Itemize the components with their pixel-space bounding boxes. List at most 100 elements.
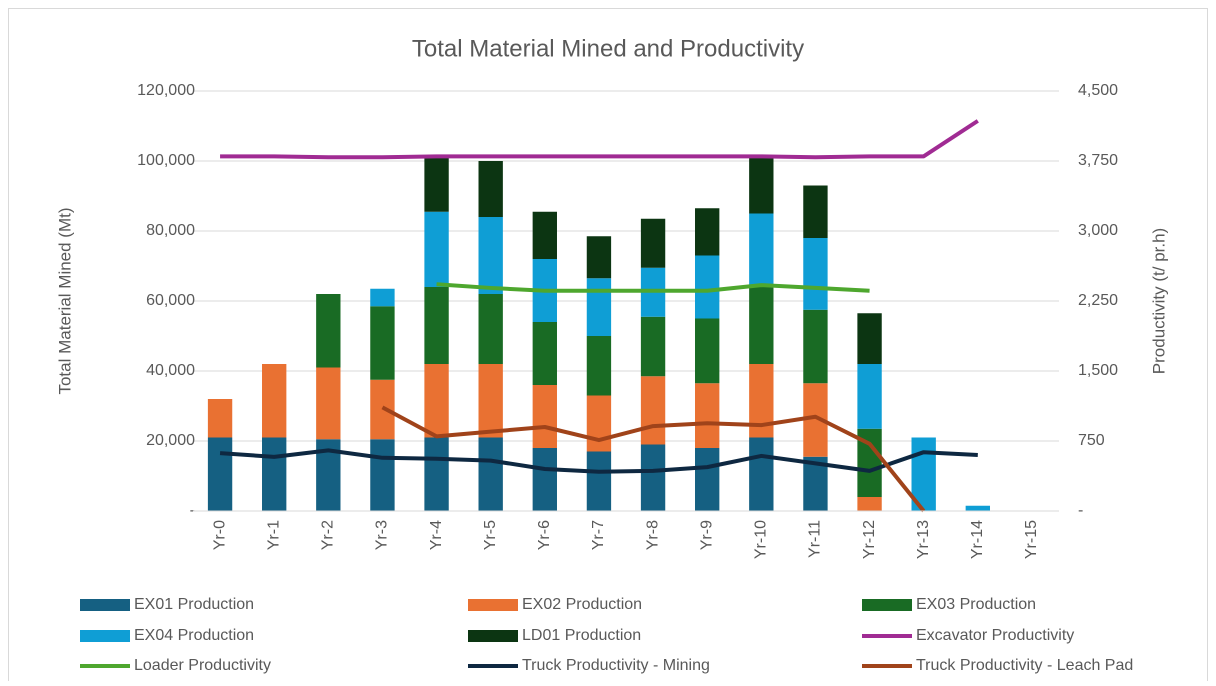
x-tick-label: Yr-13 — [915, 520, 932, 559]
legend-label: Loader Productivity — [134, 657, 271, 674]
bar-segment — [695, 383, 720, 448]
bar-segment — [857, 313, 882, 364]
legend-label: Truck Productivity - Leach Pad — [916, 657, 1133, 674]
x-tick-label: Yr-6 — [536, 520, 553, 550]
bar-segment — [586, 395, 612, 452]
y-tick-label: 100,000 — [137, 152, 195, 169]
legend-swatch — [468, 630, 518, 642]
bar-segment — [749, 437, 774, 511]
chart-title: Total Material Mined and Productivity — [412, 35, 804, 62]
legend-label: Truck Productivity - Mining — [522, 657, 710, 674]
bar-segment — [586, 451, 612, 511]
bar-segment — [586, 278, 612, 336]
bar-segment — [695, 448, 720, 511]
x-tick-label: Yr-11 — [807, 520, 824, 558]
y2-tick-label: 750 — [1078, 432, 1105, 449]
legend-label: EX04 Production — [134, 627, 254, 644]
y2-tick-label: - — [1078, 502, 1083, 519]
x-tick-label: Yr-3 — [374, 520, 391, 550]
bar-segment — [532, 385, 557, 448]
bar-segment — [478, 294, 503, 364]
y2-tick-label: 4,500 — [1078, 82, 1118, 99]
bar-segment — [965, 505, 990, 511]
x-tick-label: Yr-2 — [320, 520, 337, 550]
bar-segment — [424, 437, 449, 511]
bar-segment — [803, 309, 828, 384]
x-tick-label: Yr-10 — [753, 520, 770, 559]
x-tick-label: Yr-8 — [644, 520, 661, 550]
line — [219, 448, 978, 474]
bar-segment — [478, 364, 503, 438]
bar-segment — [532, 211, 557, 259]
x-tick-label: Yr-5 — [482, 520, 499, 550]
bar-segment — [424, 211, 449, 287]
bar-segment — [857, 364, 882, 429]
legend-label: EX03 Production — [916, 596, 1036, 613]
y-tick-label: 120,000 — [137, 82, 195, 99]
y-tick-label: 80,000 — [146, 222, 195, 239]
bar-segment — [803, 238, 828, 310]
bar-segment — [262, 364, 287, 438]
legend-swatch — [80, 630, 130, 642]
legend-swatch — [862, 599, 912, 611]
bar-segment — [586, 336, 612, 396]
bar-segment — [424, 364, 449, 438]
line — [220, 119, 979, 160]
bar-segment — [207, 399, 233, 438]
bar-segment — [640, 444, 666, 511]
line — [436, 282, 870, 293]
bar-segment — [478, 437, 503, 511]
bar-segment — [424, 155, 449, 212]
bar-segment — [695, 208, 720, 256]
bar-segment — [640, 316, 666, 377]
bar-segment — [803, 185, 828, 238]
bar-segment — [370, 288, 395, 307]
bar-segment — [586, 236, 612, 279]
x-tick-label: Yr-12 — [861, 520, 878, 559]
y2-tick-label: 1,500 — [1078, 362, 1118, 379]
y2-tick-label: 2,250 — [1078, 292, 1118, 309]
line — [381, 405, 926, 513]
legend-label: EX01 Production — [134, 596, 254, 613]
legend-label: LD01 Production — [522, 627, 641, 644]
x-tick-label: Yr-1 — [265, 520, 282, 550]
legend-label: EX02 Production — [522, 596, 642, 613]
bar-segment — [424, 287, 449, 364]
bar-segment — [316, 367, 341, 440]
y2-tick-label: 3,750 — [1078, 152, 1118, 169]
legend-label: Excavator Productivity — [916, 627, 1074, 644]
y-tick-label: - — [190, 502, 195, 519]
y-tick-label: 60,000 — [146, 292, 195, 309]
bar-segment — [532, 322, 557, 385]
y2-axis-label: Productivity (t/ pr.h) — [1149, 228, 1168, 374]
x-tick-label: Yr-15 — [1023, 520, 1040, 559]
bar-segment — [695, 255, 720, 319]
y2-tick-label: 3,000 — [1078, 222, 1118, 239]
y-tick-label: 20,000 — [146, 432, 195, 449]
legend-swatch — [468, 599, 518, 611]
y-tick-label: 40,000 — [146, 362, 195, 379]
bar-segment — [207, 437, 233, 511]
x-tick-label: Yr-7 — [590, 520, 607, 550]
bar-segment — [262, 437, 287, 511]
bar-segment — [749, 157, 774, 214]
legend-swatch — [80, 599, 130, 611]
bar-segment — [370, 439, 395, 511]
bar-segment — [749, 213, 774, 287]
bar-segment — [640, 376, 666, 445]
bar-segment — [316, 294, 341, 368]
x-tick-label: Yr-4 — [428, 520, 445, 550]
bar-segment — [749, 287, 774, 364]
bar-segment — [532, 448, 557, 511]
bar-segment — [695, 318, 720, 384]
x-tick-label: Yr-0 — [211, 520, 228, 550]
x-tick-label: Yr-9 — [698, 520, 715, 550]
bar-segment — [640, 218, 666, 268]
bar-segment — [478, 217, 503, 294]
x-tick-label: Yr-14 — [969, 520, 986, 559]
bar-segment — [857, 497, 882, 511]
bar-segment — [478, 161, 503, 217]
y-axis-label: Total Material Mined (Mt) — [55, 207, 74, 394]
bar-segment — [370, 306, 395, 380]
